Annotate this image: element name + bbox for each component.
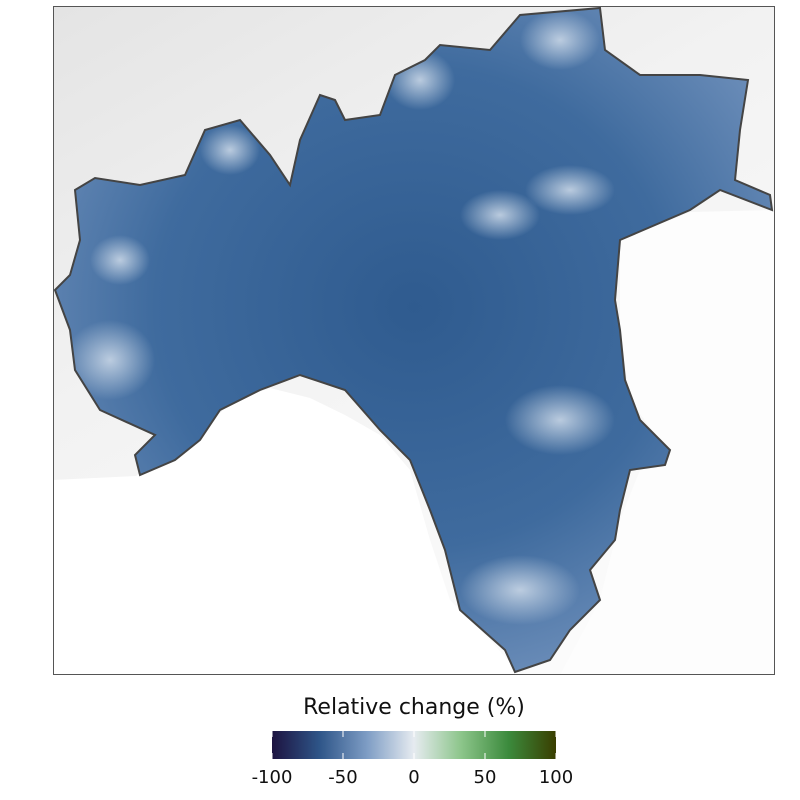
light-area — [460, 190, 540, 240]
light-area — [505, 385, 615, 455]
light-area — [65, 320, 155, 400]
light-area — [200, 125, 260, 175]
colorbar-tick-label: -50 — [328, 767, 357, 788]
light-area — [525, 165, 615, 215]
colorbar-tick-label: 100 — [539, 767, 573, 788]
adriatic-sea — [560, 210, 775, 675]
colorbar-tick-label: -100 — [252, 767, 293, 788]
light-area — [90, 235, 150, 285]
map-frame — [53, 6, 775, 675]
colorbar-ticks: -100 -50 0 50 100 — [252, 731, 573, 788]
map-panel — [53, 6, 775, 675]
colorbar-tick-label: 50 — [474, 767, 497, 788]
light-area — [460, 555, 580, 625]
colorbar-tick-label: 0 — [408, 767, 419, 788]
light-area — [520, 10, 600, 70]
legend-title: Relative change (%) — [303, 695, 525, 720]
